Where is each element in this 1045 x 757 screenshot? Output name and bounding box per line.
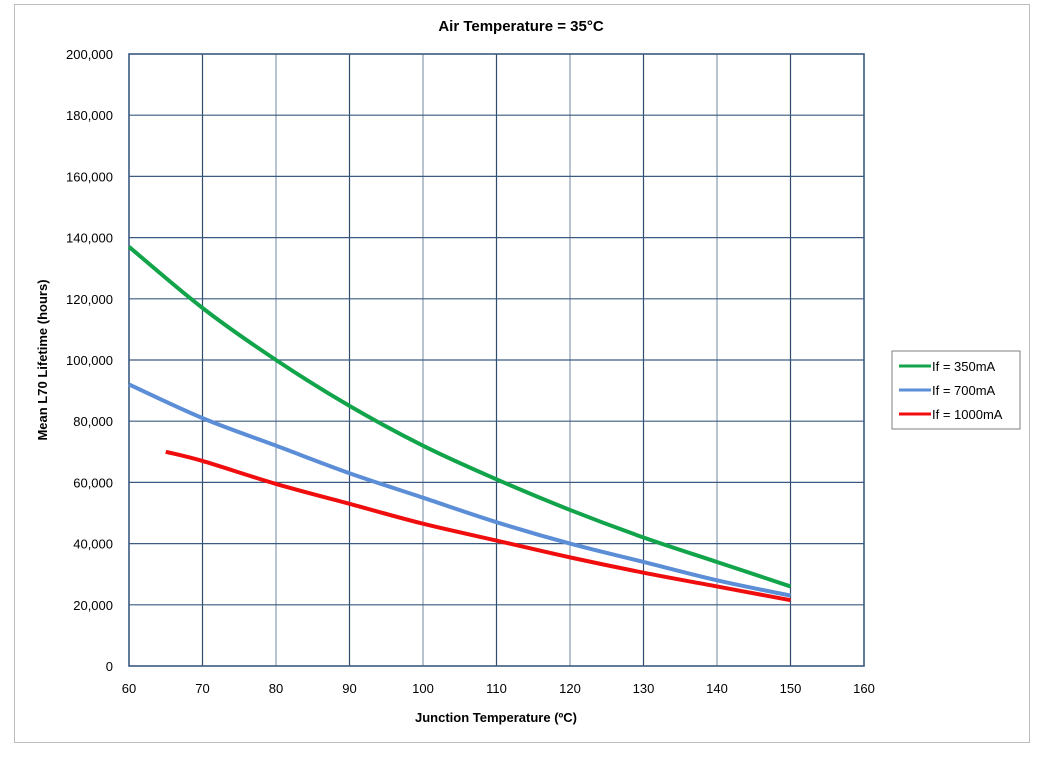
y-tick-label: 0	[106, 659, 113, 674]
x-tick-label: 100	[412, 681, 434, 696]
y-tick-label: 80,000	[73, 414, 113, 429]
x-tick-label: 160	[853, 681, 875, 696]
chart-frame	[14, 4, 1030, 743]
x-tick-label: 70	[195, 681, 209, 696]
x-tick-label: 150	[780, 681, 802, 696]
x-tick-label: 130	[633, 681, 655, 696]
y-tick-label: 20,000	[73, 598, 113, 613]
x-tick-label: 110	[486, 681, 507, 696]
y-tick-label: 140,000	[66, 231, 113, 246]
legend-label: If = 1000mA	[932, 407, 1003, 422]
series-lines	[127, 245, 792, 603]
chart-title: Air Temperature = 35°C	[438, 18, 604, 35]
series-line-2	[128, 382, 791, 598]
y-tick-label: 100,000	[66, 353, 113, 368]
y-tick-label: 200,000	[66, 47, 113, 62]
plot-area-border	[128, 53, 865, 667]
y-tick-label: 40,000	[73, 537, 113, 552]
y-tick-label: 180,000	[66, 108, 113, 123]
y-tick-label: 60,000	[73, 475, 113, 490]
legend-label: If = 350mA	[932, 359, 996, 374]
x-tick-label: 90	[342, 681, 356, 696]
y-axis-title: Mean L70 Lifetime (hours)	[35, 279, 50, 440]
legend-label: If = 700mA	[932, 383, 996, 398]
y-tick-label: 120,000	[66, 292, 113, 307]
y-tick-label: 160,000	[66, 169, 113, 184]
x-axis-title: Junction Temperature (ºC)	[415, 710, 577, 725]
x-tick-label: 140	[706, 681, 728, 696]
x-tick-label: 120	[559, 681, 581, 696]
x-tick-label: 80	[269, 681, 283, 696]
x-axis-tick-labels: 60 70 80 90 100 110 120 130 140 150 160	[122, 681, 875, 696]
y-axis-tick-labels: 0 20,000 40,000 60,000 80,000 100,000 120,000 1…	[66, 47, 113, 674]
series-line-1	[127, 245, 792, 589]
x-tick-label: 60	[122, 681, 136, 696]
legend: If = 350mA If = 700mA If = 1000mA	[891, 350, 1021, 430]
series-line-3	[165, 449, 791, 603]
